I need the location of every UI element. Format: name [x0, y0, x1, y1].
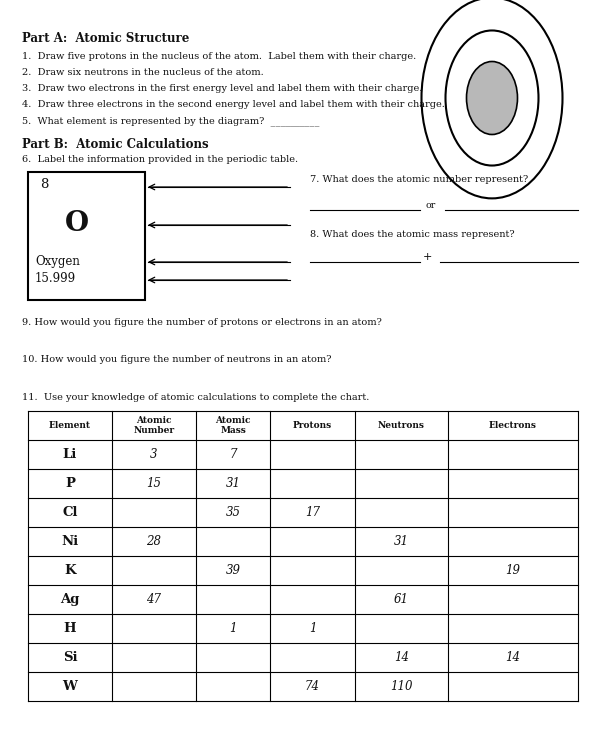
Text: Ag: Ag: [61, 593, 80, 606]
Text: 11.  Use your knowledge of atomic calculations to complete the chart.: 11. Use your knowledge of atomic calcula…: [22, 393, 370, 402]
Text: 1: 1: [309, 622, 316, 635]
Text: Si: Si: [62, 651, 77, 664]
Text: 9. How would you figure the number of protons or electrons in an atom?: 9. How would you figure the number of pr…: [22, 318, 382, 327]
Text: 47: 47: [146, 593, 161, 606]
Text: 6.  Label the information provided in the periodic table.: 6. Label the information provided in the…: [22, 155, 298, 164]
Text: 61: 61: [394, 593, 409, 606]
Text: W: W: [62, 680, 77, 693]
Text: Neutrons: Neutrons: [378, 421, 425, 430]
Text: Part A:  Atomic Structure: Part A: Atomic Structure: [22, 32, 190, 45]
Ellipse shape: [467, 61, 517, 134]
Text: 3.  Draw two electrons in the first energy level and label them with their charg: 3. Draw two electrons in the first energ…: [22, 84, 422, 93]
Text: 31: 31: [226, 477, 241, 490]
Text: Cl: Cl: [62, 506, 78, 519]
Text: Ni: Ni: [61, 535, 79, 548]
Bar: [28, 172, 145, 300]
Text: 14: 14: [505, 651, 521, 664]
Text: 7: 7: [229, 448, 237, 461]
Text: 5.  What element is represented by the diagram?  __________: 5. What element is represented by the di…: [22, 116, 319, 126]
Text: 3: 3: [150, 448, 158, 461]
Text: 2.  Draw six neutrons in the nucleus of the atom.: 2. Draw six neutrons in the nucleus of t…: [22, 68, 264, 77]
Text: Atomic
Number: Atomic Number: [133, 416, 175, 435]
Text: 110: 110: [390, 680, 413, 693]
Text: Protons: Protons: [293, 421, 332, 430]
Text: 7. What does the atomic number represent?: 7. What does the atomic number represent…: [310, 175, 528, 184]
Text: 31: 31: [394, 535, 409, 548]
Text: 39: 39: [226, 564, 241, 577]
Text: P: P: [65, 477, 75, 490]
Text: H: H: [64, 622, 76, 635]
Text: +: +: [423, 252, 433, 262]
Text: Electrons: Electrons: [489, 421, 537, 430]
Text: 1.  Draw five protons in the nucleus of the atom.  Label them with their charge.: 1. Draw five protons in the nucleus of t…: [22, 52, 416, 61]
Text: 28: 28: [146, 535, 161, 548]
Text: 19: 19: [505, 564, 521, 577]
Text: 15.999: 15.999: [35, 272, 76, 285]
Text: 8: 8: [40, 178, 49, 191]
Text: 74: 74: [305, 680, 320, 693]
Text: Li: Li: [63, 448, 77, 461]
Text: 1: 1: [229, 622, 237, 635]
Text: 17: 17: [305, 506, 320, 519]
Text: 35: 35: [226, 506, 241, 519]
Text: O: O: [65, 210, 89, 237]
Text: or: or: [425, 201, 435, 210]
Text: 10. How would you figure the number of neutrons in an atom?: 10. How would you figure the number of n…: [22, 355, 331, 364]
Text: 14: 14: [394, 651, 409, 664]
Text: Element: Element: [49, 421, 91, 430]
Text: Oxygen: Oxygen: [35, 255, 80, 268]
Text: 4.  Draw three electrons in the second energy level and label them with their ch: 4. Draw three electrons in the second en…: [22, 100, 445, 109]
Text: Atomic
Mass: Atomic Mass: [215, 416, 251, 435]
Text: Part B:  Atomic Calculations: Part B: Atomic Calculations: [22, 138, 209, 151]
Text: 15: 15: [146, 477, 161, 490]
Text: K: K: [64, 564, 76, 577]
Text: 8. What does the atomic mass represent?: 8. What does the atomic mass represent?: [310, 230, 515, 239]
